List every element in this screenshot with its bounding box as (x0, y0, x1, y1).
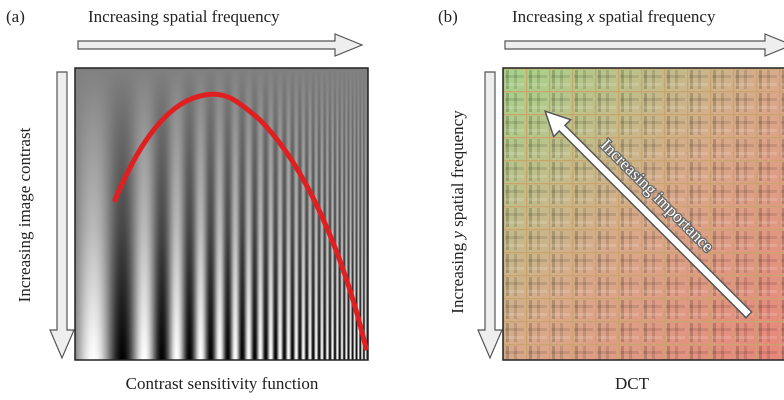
x-arrow (504, 33, 784, 57)
panel-label: (b) (438, 7, 458, 26)
y-axis-label: Increasing y spatial frequency (448, 110, 467, 314)
contrast-fade (75, 68, 368, 360)
text-part: y (448, 231, 467, 241)
text-part: spatial frequency (595, 7, 716, 26)
text-part: spatial frequency (448, 110, 467, 231)
csf-curve (112, 91, 369, 351)
caption: DCT (615, 374, 650, 393)
importance-arrow (543, 109, 753, 319)
panel-label: (a) (6, 7, 25, 26)
x-axis-label: Increasing spatial frequency (88, 7, 280, 26)
y-arrow (477, 71, 503, 360)
caption: Contrast sensitivity function (126, 374, 319, 393)
x-axis-label: Increasing x spatial frequency (512, 7, 716, 26)
y-arrow (49, 71, 75, 360)
text-part: Increasing (448, 239, 467, 314)
x-arrow (77, 33, 364, 57)
text-part: Increasing (512, 7, 587, 26)
text-part: x (586, 7, 595, 26)
y-axis-label: Increasing image contrast (15, 127, 34, 302)
frame (74, 67, 369, 361)
frame (502, 67, 784, 361)
